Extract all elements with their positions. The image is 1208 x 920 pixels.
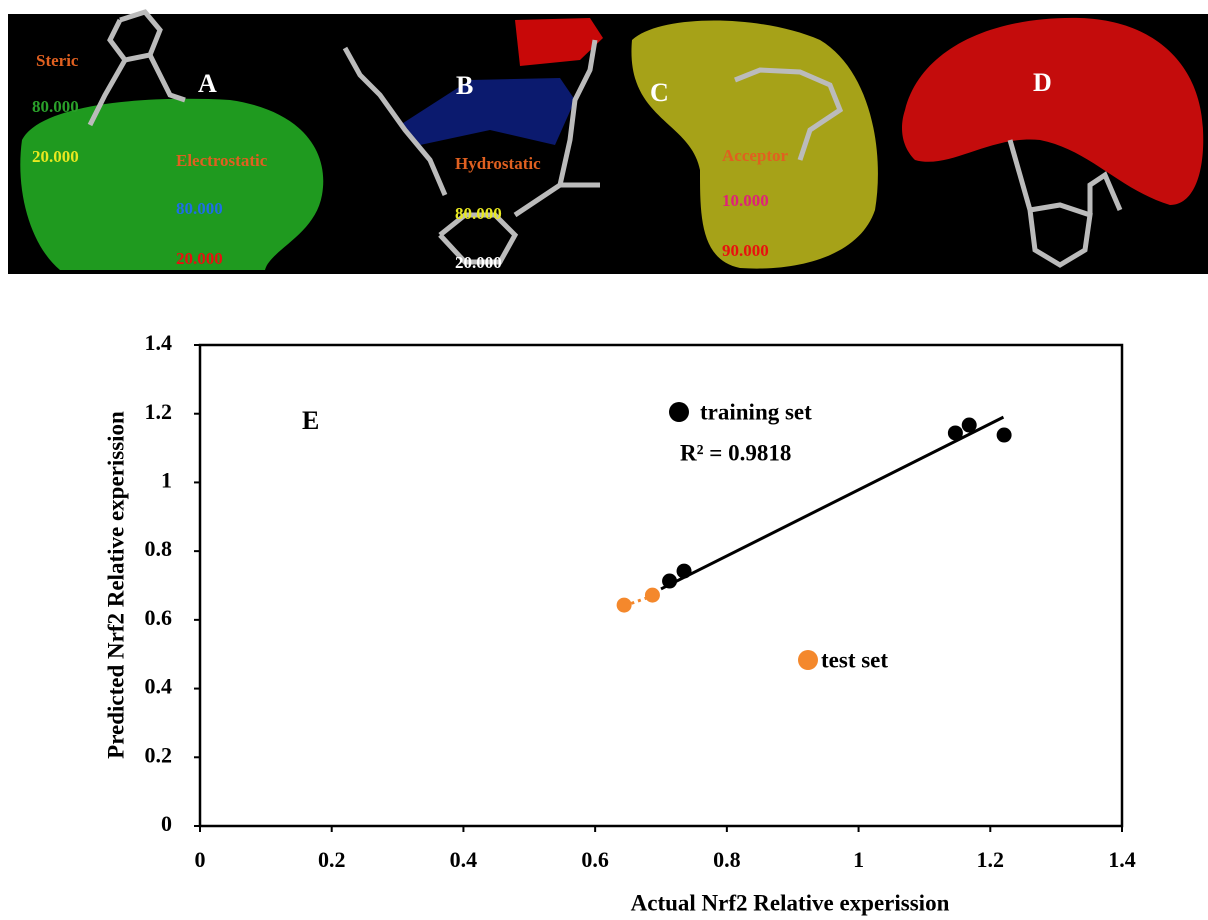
- r-squared: R² = 0.9818: [680, 440, 791, 465]
- y-tick-label: 1.4: [145, 330, 173, 355]
- x-tick-label: 1.4: [1108, 847, 1136, 872]
- x-tick-label: 1: [853, 847, 864, 872]
- x-tick-label: 0.6: [581, 847, 609, 872]
- legend-marker: [669, 402, 689, 422]
- contour-level: 90.000: [722, 241, 769, 260]
- x-tick-label: 0.8: [713, 847, 741, 872]
- data-point: [962, 418, 977, 433]
- y-tick-label: 0.8: [145, 536, 173, 561]
- molecular-panels: Steric 80.000 20.000 A Electrostatic 80.…: [8, 12, 1208, 274]
- plot-frame: [200, 345, 1122, 826]
- x-tick-label: 1.2: [977, 847, 1005, 872]
- data-point: [677, 564, 692, 579]
- trendline: [631, 598, 647, 604]
- y-tick-label: 0.4: [145, 674, 173, 699]
- panel-letter: B: [456, 71, 473, 100]
- legend-marker: [798, 650, 818, 670]
- steric-field: [20, 99, 323, 270]
- data-point: [948, 425, 963, 440]
- figure: Steric 80.000 20.000 A Electrostatic 80.…: [0, 0, 1208, 920]
- y-axis-title: Predicted Nrf2 Relative experission: [103, 411, 128, 759]
- legend-label: test set: [821, 647, 888, 672]
- contour-level: 20.000: [176, 249, 223, 268]
- data-point: [662, 574, 677, 589]
- contour-level: 20.000: [32, 147, 79, 166]
- data-point: [997, 428, 1012, 443]
- x-axis-title: Actual Nrf2 Relative experission: [631, 890, 950, 915]
- contour-level: 20.000: [455, 253, 502, 272]
- contour-level: 10.000: [722, 191, 769, 210]
- y-tick-label: 1.2: [145, 399, 173, 424]
- x-tick-label: 0.4: [450, 847, 478, 872]
- x-tick-label: 0: [195, 847, 206, 872]
- contour-level: 80.000: [455, 204, 502, 223]
- panel-letter: D: [1033, 68, 1052, 97]
- field-label: Acceptor: [722, 146, 789, 165]
- contour-level: 80.000: [176, 199, 223, 218]
- y-tick-label: 0.6: [145, 605, 173, 630]
- x-tick-label: 0.2: [318, 847, 346, 872]
- field-label: Steric: [36, 51, 79, 70]
- panel-letter: E: [302, 406, 319, 435]
- contour-level: 80.000: [32, 97, 79, 116]
- panel-letter: A: [198, 69, 217, 98]
- legend-label: training set: [700, 399, 812, 424]
- field-label: Electrostatic: [176, 151, 268, 170]
- data-point: [645, 588, 660, 603]
- y-tick-label: 0: [161, 811, 172, 836]
- y-tick-label: 0.2: [145, 742, 173, 767]
- panel-letter: C: [650, 78, 669, 107]
- y-tick-label: 1: [161, 467, 172, 492]
- data-point: [617, 598, 632, 613]
- field-label: Hydrostatic: [455, 154, 541, 173]
